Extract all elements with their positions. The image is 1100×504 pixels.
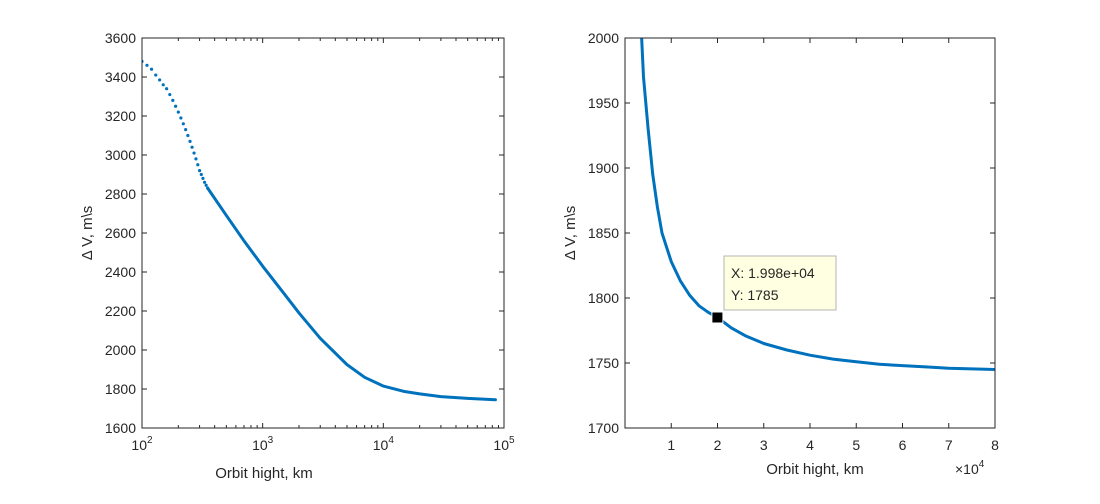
left-y-tick-label: 3400 (105, 69, 136, 85)
left-y-tick-label: 3000 (105, 147, 136, 163)
left-y-tick-label: 3600 (105, 30, 136, 46)
left-series-0-point (186, 133, 190, 138)
left-x-tick-label: 102 (131, 435, 153, 453)
left-plot-x-tick-labels: 102 103 104 105 (131, 435, 515, 453)
left-series-0-point (204, 183, 208, 187)
data-tip[interactable]: X: 1.998e+04 Y: 1785 (711, 255, 837, 324)
left-series-0-point (154, 73, 158, 77)
left-series-0-point (184, 128, 188, 132)
left-series-0-point (192, 151, 196, 155)
data-tip-box (723, 255, 837, 311)
right-series-0-line (640, 38, 995, 371)
left-y-tick-label: 2400 (105, 264, 136, 280)
right-x-tick-label: 4 (806, 437, 814, 453)
left-series-0-point (194, 157, 198, 161)
right-x-tick-label: 3 (760, 437, 768, 453)
left-plot-axes (141, 37, 505, 429)
plot-right-linear-x[interactable]: 1 2 3 4 5 6 7 8 1700 1750 1800 1850 1900 1950 2000 ×1… (562, 30, 999, 478)
right-plot-curves (640, 38, 995, 371)
right-x-tick-label: 5 (852, 437, 860, 453)
left-plot-x-axis-label: Orbit hight, km (215, 465, 313, 482)
left-series-0-point (145, 63, 149, 67)
left-series-1-line (206, 186, 497, 402)
right-plot-x-axis-label: Orbit hight, km (766, 461, 864, 478)
data-tip-y-text: Y: 1785 (731, 287, 779, 303)
left-series-0-point (149, 67, 154, 71)
right-x-tick-label: 2 (714, 437, 722, 453)
left-y-tick-label: 3200 (105, 108, 136, 124)
left-series-0-point (161, 83, 165, 87)
left-y-tick-label: 2200 (105, 303, 136, 319)
right-plot-y-axis-label: Δ V, m\s (562, 206, 579, 261)
right-y-tick-label: 1750 (588, 355, 619, 371)
left-series-0-point (197, 169, 202, 173)
left-y-tick-label: 1800 (105, 381, 136, 397)
left-series-0-point (188, 139, 192, 143)
left-plot-y-tick-labels: 1600 1800 2000 2200 2400 2600 2800 3000 3200 3400… (105, 30, 136, 436)
right-y-tick-label: 2000 (588, 30, 619, 46)
left-plot-y-axis-label: Δ V, m\s (79, 206, 96, 261)
plot-left-log-x[interactable]: 102 103 104 105 1600 1800 2000 2200 2400 2600 280… (79, 30, 515, 482)
left-x-tick-label: 104 (373, 435, 395, 453)
left-plot-curves (142, 59, 497, 402)
right-x-tick-label: 8 (991, 437, 999, 453)
right-plot-axes (624, 37, 996, 429)
left-x-tick-label: 105 (493, 435, 515, 453)
left-series-0-point (181, 122, 185, 126)
right-y-tick-label: 1700 (588, 420, 619, 436)
left-series-0-point (190, 145, 194, 149)
left-x-tick-label: 103 (252, 435, 274, 453)
left-series-0-point (165, 87, 169, 91)
left-series-0-point (201, 176, 205, 180)
right-plot-x-tick-labels: 1 2 3 4 5 6 7 8 (667, 437, 999, 453)
right-x-tick-label: 6 (899, 437, 907, 453)
left-series-0-point (196, 163, 200, 167)
right-y-tick-label: 1800 (588, 290, 619, 306)
left-series-0-point (174, 104, 178, 108)
right-plot-x-exponent-label: ×104 (955, 459, 985, 477)
left-series-0-point (176, 110, 180, 114)
right-y-tick-label: 1900 (588, 160, 619, 176)
left-y-tick-label: 2800 (105, 186, 136, 202)
right-plot-y-tick-labels: 1700 1750 1800 1850 1900 1950 2000 (588, 30, 619, 436)
left-y-tick-label: 2000 (105, 342, 136, 358)
left-y-tick-label: 2600 (105, 225, 136, 241)
left-series-0-point (179, 116, 183, 120)
left-series-0-point (158, 78, 162, 82)
data-tip-x-text: X: 1.998e+04 (731, 265, 815, 281)
left-y-tick-label: 1600 (105, 420, 136, 436)
left-series-0-point (171, 98, 175, 102)
right-y-tick-label: 1850 (588, 225, 619, 241)
right-y-tick-label: 1950 (588, 95, 619, 111)
right-x-tick-label: 1 (667, 437, 675, 453)
data-tip-marker[interactable] (711, 311, 724, 324)
left-series-0-point (168, 92, 172, 97)
left-series-0-point (199, 172, 203, 177)
right-x-tick-label: 7 (945, 437, 953, 453)
left-series-0-point (202, 180, 207, 184)
